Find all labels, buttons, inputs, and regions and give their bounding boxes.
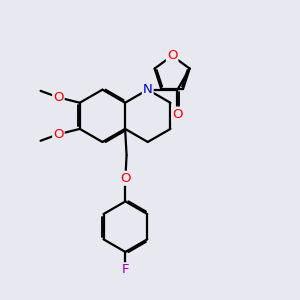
Text: O: O [167,49,177,62]
Text: O: O [120,172,130,185]
Text: O: O [53,128,64,141]
Text: O: O [53,91,64,104]
Text: N: N [143,83,153,96]
Text: O: O [172,107,183,121]
Text: F: F [122,263,129,276]
